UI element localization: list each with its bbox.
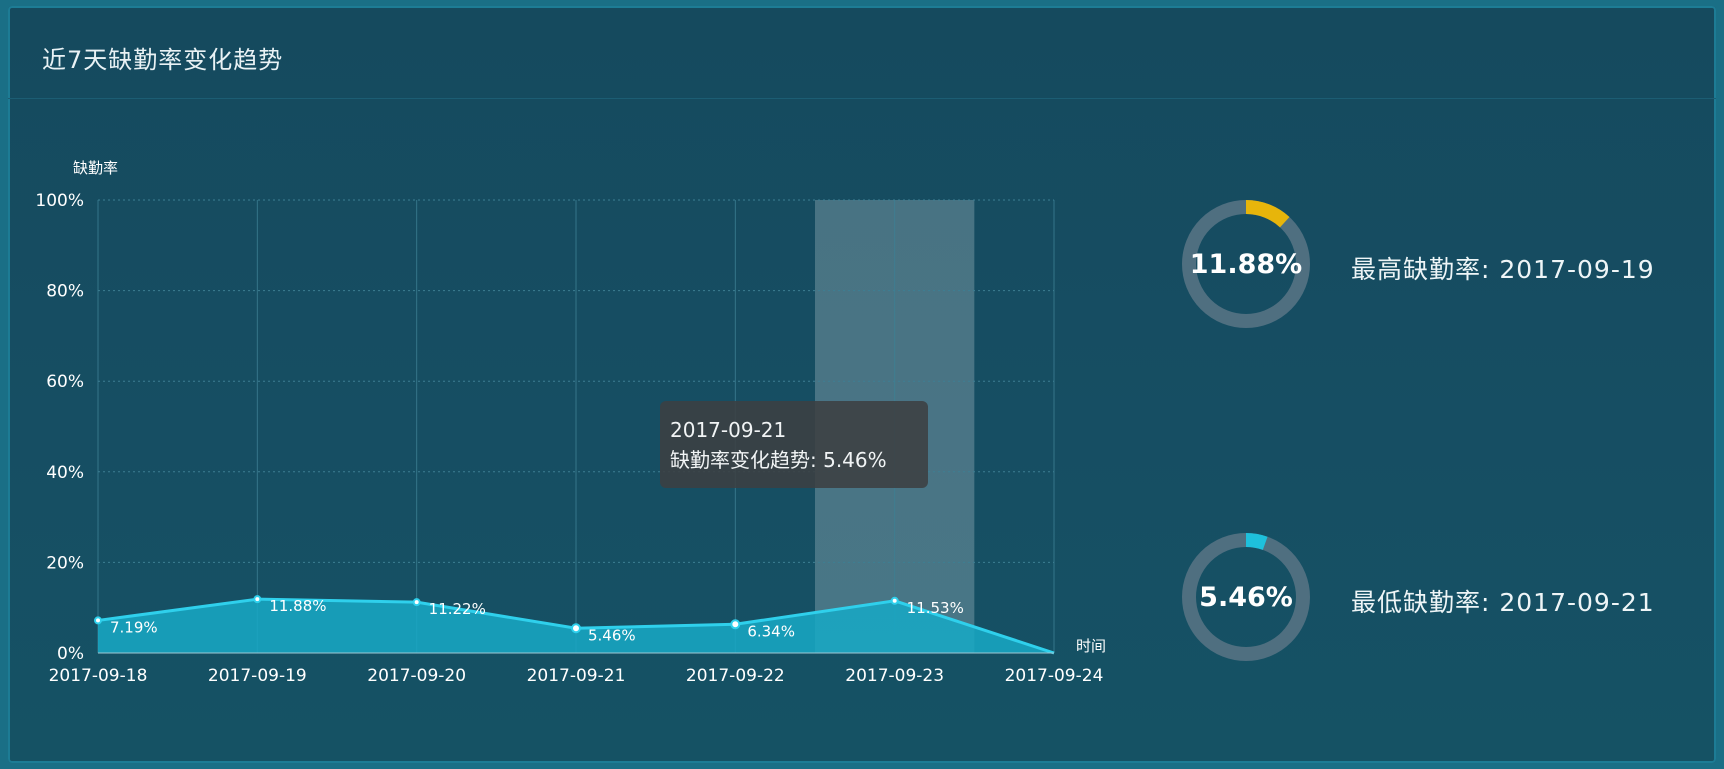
data-point bbox=[94, 616, 102, 625]
x-tick-label: 2017-09-19 bbox=[208, 666, 307, 686]
min-rate-ring-fill bbox=[1182, 533, 1310, 661]
min-rate-donut: 5.46% bbox=[1176, 527, 1316, 667]
min-rate-label: 最低缺勤率: 2017-09-21 bbox=[1351, 588, 1655, 617]
x-tick-label: 2017-09-20 bbox=[367, 666, 466, 686]
y-tick-label: 0% bbox=[57, 644, 84, 664]
x-tick-label: 2017-09-22 bbox=[686, 666, 785, 686]
x-tick-label: 2017-09-23 bbox=[845, 666, 944, 686]
x-tick-label: 2017-09-18 bbox=[49, 666, 148, 686]
y-tick-label: 60% bbox=[46, 372, 84, 392]
min-rate-ring bbox=[1182, 533, 1310, 661]
y-tick-label: 40% bbox=[46, 463, 84, 483]
data-point bbox=[253, 595, 262, 604]
data-point bbox=[412, 598, 421, 607]
data-point bbox=[571, 623, 581, 634]
max-rate-label: 最高缺勤率: 2017-09-19 bbox=[1351, 255, 1655, 284]
chart-tooltip: 2017-09-21 缺勤率变化趋势: 5.46% bbox=[660, 401, 928, 488]
max-rate-ring bbox=[1182, 200, 1310, 328]
panel-title: 近7天缺勤率变化趋势 bbox=[42, 46, 284, 74]
absence-rate-chart[interactable]: 0% 20% 40% 60% 80% 100% 7.19% 11.88% 11.22% 5.46%… bbox=[8, 6, 1138, 706]
x-tick-label: 2017-09-21 bbox=[527, 666, 626, 686]
attendance-panel: 近7天缺勤率变化趋势 0% 20% 40% 60% 80% 100% 7.19% 11.88%… bbox=[8, 6, 1716, 763]
y-tick-label: 80% bbox=[46, 282, 84, 302]
data-point bbox=[890, 596, 899, 605]
data-label: 11.53% bbox=[907, 599, 964, 617]
data-point bbox=[730, 619, 741, 630]
data-label: 6.34% bbox=[747, 622, 795, 640]
data-label: 11.88% bbox=[269, 597, 326, 615]
data-label: 7.19% bbox=[110, 618, 158, 636]
tooltip-value: 缺勤率变化趋势: 5.46% bbox=[670, 448, 887, 472]
panel-header: 近7天缺勤率变化趋势 bbox=[8, 6, 1716, 99]
x-axis-title: 时间 bbox=[1076, 637, 1106, 655]
y-axis-title: 缺勤率 bbox=[73, 159, 118, 177]
y-tick-label: 100% bbox=[35, 191, 84, 211]
max-rate-ring-fill bbox=[1182, 200, 1310, 328]
x-tick-label: 2017-09-24 bbox=[1005, 666, 1104, 686]
max-rate-value: 11.88% bbox=[1189, 248, 1303, 280]
max-rate-donut: 11.88% bbox=[1176, 194, 1316, 334]
data-label: 11.22% bbox=[429, 600, 486, 618]
data-label: 5.46% bbox=[588, 626, 636, 644]
min-rate-value: 5.46% bbox=[1199, 581, 1293, 613]
tooltip-date: 2017-09-21 bbox=[670, 418, 787, 442]
y-tick-label: 20% bbox=[46, 553, 84, 573]
